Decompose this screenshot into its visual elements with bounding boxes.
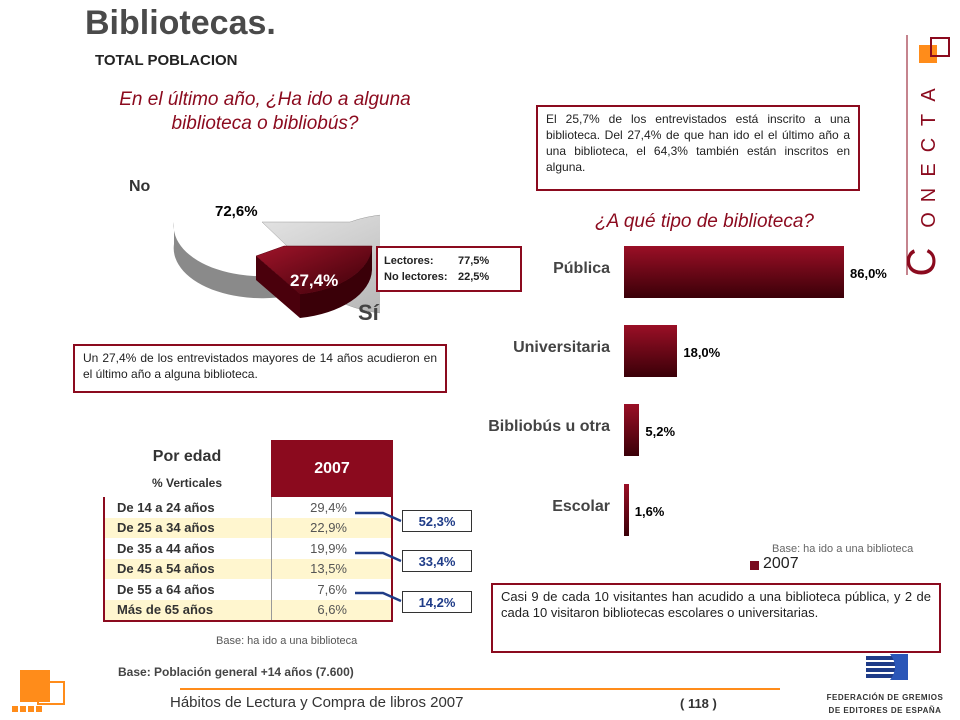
no-lectores-label: No lectores: — [384, 271, 448, 283]
bar — [624, 246, 844, 298]
age-row-value: 13,5% — [271, 558, 391, 579]
page-subtitle: TOTAL POBLACION — [95, 52, 238, 69]
age-row-label: De 25 a 34 años — [117, 520, 215, 536]
pie-label-si: Sí — [358, 300, 379, 325]
bar-value-label: 5,2% — [645, 424, 676, 439]
note-survey-summary: Un 27,4% de los entrevistados mayores de… — [73, 344, 447, 393]
footer-divider — [180, 688, 780, 690]
age-row-label: De 14 a 24 años — [117, 499, 215, 515]
federacion-logo: FEDERACIÓN DE GREMIOS DE EDITORES DE ESP… — [820, 652, 950, 718]
no-lectores-value: 22,5% — [458, 271, 490, 283]
age-row-label: De 55 a 64 años — [117, 581, 215, 597]
bar — [624, 325, 678, 377]
legend-swatch — [750, 561, 759, 570]
note-visits-summary: Casi 9 de cada 10 visitantes han acudido… — [491, 583, 941, 653]
age-group-14-34: 52,3% — [402, 510, 472, 532]
table-row: De 55 a 64 años 7,6% — [105, 579, 391, 600]
note-library-registration: El 25,7% de los entrevistados está inscr… — [536, 105, 860, 191]
logo-square-orange — [919, 45, 937, 63]
age-row-value: 19,9% — [271, 538, 391, 559]
bar-category-label: Universitaria — [513, 339, 610, 356]
bar-chart-base-note: Base: ha ido a una biblioteca — [772, 543, 914, 555]
age-group-35-54: 33,4% — [402, 550, 472, 572]
pie-label-no-value: 72,6% — [215, 203, 258, 220]
logo-square-outline — [930, 37, 950, 57]
pie-label-si-value: 27,4% — [290, 271, 338, 290]
bar-category-label: Bibliobús u otra — [488, 418, 610, 435]
age-row-value: 29,4% — [271, 497, 391, 518]
population-base-note: Base: Población general +14 años (7.600) — [118, 665, 354, 679]
age-table-title: Por edad — [152, 448, 222, 465]
conecta-letter: C — [918, 138, 940, 152]
bar-value-label: 18,0% — [683, 345, 721, 360]
pie-label-no: No — [129, 178, 151, 195]
age-row-value: 22,9% — [271, 517, 391, 538]
group-connectors — [355, 511, 402, 603]
age-row-label: Más de 65 años — [117, 602, 214, 618]
bar-category-label: Escolar — [552, 498, 610, 515]
table-row: De 25 a 34 años 22,9% — [105, 517, 391, 538]
table-row: De 45 a 54 años 13,5% — [105, 558, 391, 579]
readers-breakdown-box: Lectores: 77,5% No lectores: 22,5% — [376, 246, 522, 292]
pie-chart: 72,6% 27,4% — [173, 203, 380, 318]
age-group-55-plus: 14,2% — [402, 591, 472, 613]
age-row-label: De 45 a 54 años — [117, 561, 215, 577]
connector-3 — [355, 591, 402, 603]
pie-slice-si-edge — [256, 256, 300, 318]
page-number: ( 118 ) — [680, 696, 717, 711]
lectores-label: Lectores: — [384, 255, 434, 267]
federacion-emblem-icon — [866, 654, 908, 680]
bar — [624, 404, 640, 456]
question-library-type: ¿A qué tipo de biblioteca? — [595, 211, 815, 232]
age-row-value: 6,6% — [271, 599, 391, 620]
table-row: Más de 65 años 6,6% — [105, 599, 391, 620]
question-library-visit: En el último año, ¿Ha ido a alguna bibli… — [119, 89, 411, 134]
age-row-label: De 35 a 44 años — [117, 540, 215, 556]
age-table-year-header: 2007 — [271, 440, 393, 497]
legend-label: 2007 — [763, 555, 799, 572]
conecta-letter: A — [918, 88, 940, 102]
conecta-logo: CONECTA — [905, 35, 950, 277]
footer-text: Hábitos de Lectura y Compra de libros 20… — [170, 694, 464, 711]
page-title: Bibliotecas. — [85, 4, 276, 42]
age-table-body: De 14 a 24 años 29,4% De 25 a 34 años 22,9%… — [103, 497, 393, 622]
corner-logo — [12, 670, 65, 712]
age-table-subtitle: % Verticales — [151, 476, 223, 490]
connector-2 — [355, 551, 402, 563]
conecta-letter: T — [918, 114, 940, 126]
conecta-letter: N — [918, 188, 940, 202]
federacion-line-2: DE EDITORES DE ESPAÑA — [828, 706, 942, 715]
age-row-value: 7,6% — [271, 579, 391, 600]
table-row: De 35 a 44 años 19,9% — [105, 538, 391, 559]
age-table-header: Por edad % Verticales — [103, 440, 271, 497]
pie-slice-si-side — [300, 246, 372, 318]
conecta-letter: E — [918, 163, 940, 176]
connector-1 — [355, 511, 402, 523]
bar-value-label: 86,0% — [850, 266, 887, 281]
bar — [624, 484, 629, 536]
federacion-line-1: FEDERACIÓN DE GREMIOS — [826, 693, 944, 702]
lectores-value: 77,5% — [458, 255, 490, 267]
table-row: De 14 a 24 años 29,4% — [105, 497, 391, 518]
bar-category-label: Pública — [553, 260, 610, 277]
age-table-base-note: Base: ha ido a una biblioteca — [216, 635, 358, 647]
conecta-letter: O — [918, 212, 940, 228]
conecta-letter: C — [905, 248, 944, 277]
bar-value-label: 1,6% — [634, 504, 665, 519]
pie-slice-si — [255, 245, 373, 295]
